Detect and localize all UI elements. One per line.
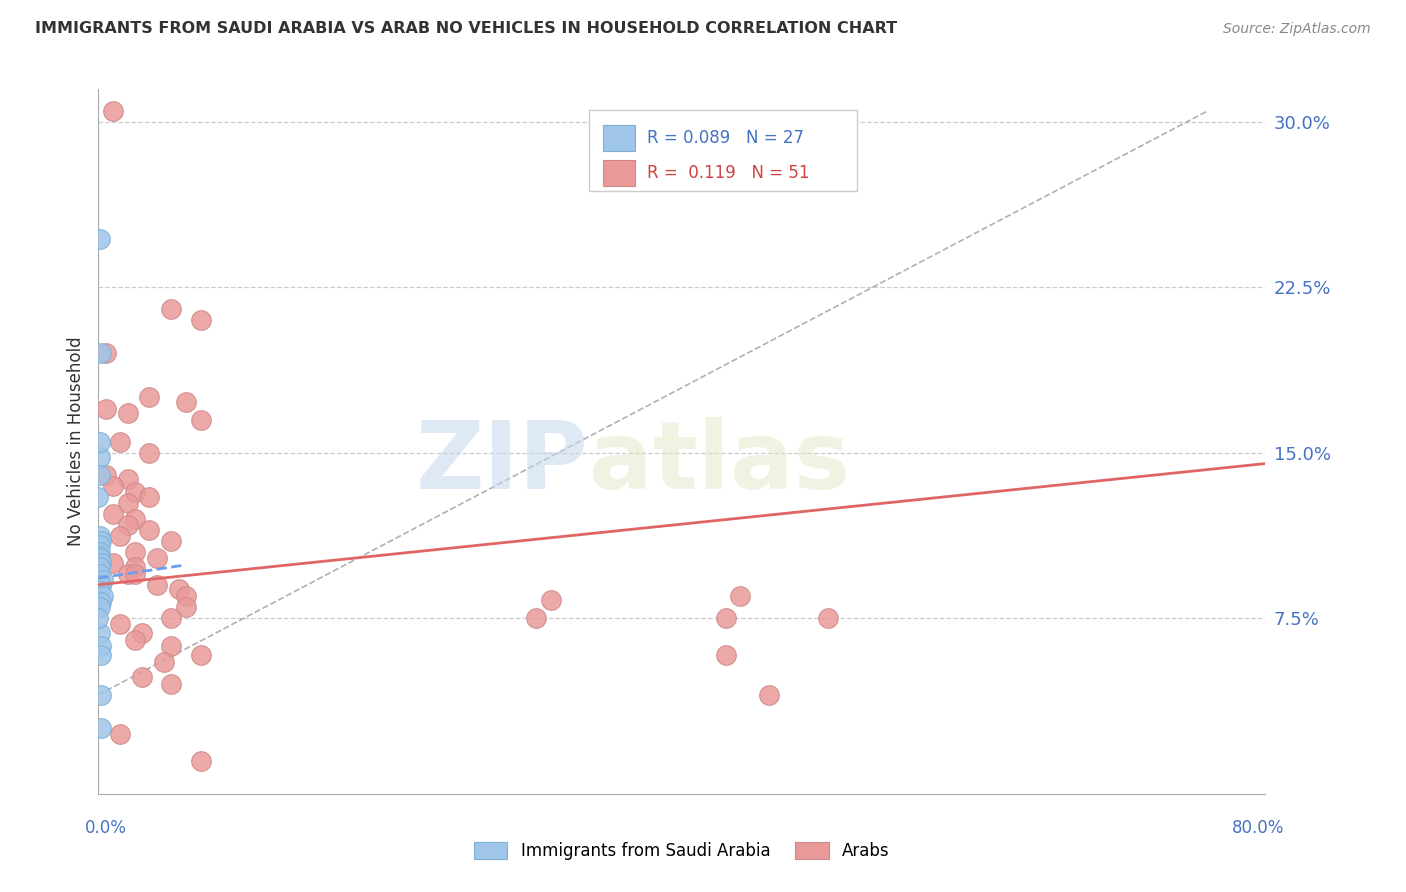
Point bbox=[94, 346, 117, 360]
Point bbox=[89, 538, 111, 552]
Y-axis label: No Vehicles in Household: No Vehicles in Household bbox=[66, 336, 84, 547]
Point bbox=[730, 589, 752, 603]
Point bbox=[153, 655, 176, 669]
Point bbox=[94, 467, 117, 482]
Text: R =  0.119   N = 51: R = 0.119 N = 51 bbox=[647, 164, 810, 182]
Point bbox=[89, 584, 111, 599]
Point bbox=[138, 523, 160, 537]
Point bbox=[94, 401, 117, 416]
Point bbox=[160, 533, 183, 548]
Point bbox=[90, 721, 112, 735]
Point bbox=[90, 595, 112, 609]
Point bbox=[117, 472, 139, 486]
Point bbox=[91, 589, 114, 603]
Point bbox=[167, 582, 190, 596]
Point bbox=[758, 688, 780, 702]
Point bbox=[124, 511, 146, 525]
FancyBboxPatch shape bbox=[589, 111, 858, 192]
Text: 80.0%: 80.0% bbox=[1232, 819, 1285, 837]
Text: ZIP: ZIP bbox=[416, 417, 589, 508]
Point bbox=[87, 490, 110, 504]
Point bbox=[101, 507, 124, 521]
Point bbox=[124, 566, 146, 581]
Point bbox=[190, 648, 212, 662]
Point bbox=[160, 611, 183, 625]
Point bbox=[160, 302, 183, 317]
Point bbox=[714, 611, 737, 625]
Point bbox=[138, 391, 160, 405]
Point bbox=[124, 544, 146, 558]
Point bbox=[160, 640, 183, 654]
Point bbox=[89, 450, 111, 464]
Point bbox=[87, 549, 110, 563]
Point bbox=[160, 677, 183, 691]
Point bbox=[89, 551, 111, 566]
Point bbox=[101, 478, 124, 492]
Point bbox=[110, 434, 132, 449]
Point bbox=[540, 593, 562, 607]
Point bbox=[110, 617, 132, 632]
Point bbox=[124, 632, 146, 647]
Point bbox=[89, 529, 111, 543]
Point bbox=[146, 551, 169, 566]
Point bbox=[89, 544, 111, 558]
Point bbox=[89, 232, 111, 246]
Point bbox=[131, 670, 153, 684]
Point bbox=[117, 566, 139, 581]
Point bbox=[91, 574, 114, 588]
Point bbox=[174, 395, 197, 409]
Point bbox=[90, 577, 112, 591]
Point bbox=[90, 688, 112, 702]
Text: R = 0.089   N = 27: R = 0.089 N = 27 bbox=[647, 128, 804, 147]
Point bbox=[138, 445, 160, 459]
Point bbox=[89, 566, 111, 581]
Point bbox=[190, 412, 212, 426]
Point bbox=[174, 589, 197, 603]
Point bbox=[110, 727, 132, 741]
Point bbox=[174, 599, 197, 614]
Point bbox=[190, 313, 212, 327]
Point bbox=[101, 556, 124, 570]
Point bbox=[138, 490, 160, 504]
Point bbox=[117, 406, 139, 420]
Point bbox=[817, 611, 839, 625]
Point bbox=[524, 611, 547, 625]
Point bbox=[90, 556, 112, 570]
Point bbox=[87, 611, 110, 625]
Point bbox=[89, 467, 111, 482]
Point bbox=[90, 346, 112, 360]
Point bbox=[131, 626, 153, 640]
Point bbox=[90, 640, 112, 654]
Point bbox=[117, 496, 139, 510]
FancyBboxPatch shape bbox=[603, 125, 636, 151]
Point bbox=[89, 560, 111, 574]
Text: IMMIGRANTS FROM SAUDI ARABIA VS ARAB NO VEHICLES IN HOUSEHOLD CORRELATION CHART: IMMIGRANTS FROM SAUDI ARABIA VS ARAB NO … bbox=[35, 21, 897, 36]
Point bbox=[124, 560, 146, 574]
Point bbox=[101, 104, 124, 119]
Point bbox=[89, 626, 111, 640]
Point bbox=[117, 518, 139, 533]
Point bbox=[90, 533, 112, 548]
Point bbox=[146, 577, 169, 591]
FancyBboxPatch shape bbox=[603, 161, 636, 186]
Legend: Immigrants from Saudi Arabia, Arabs: Immigrants from Saudi Arabia, Arabs bbox=[467, 835, 897, 867]
Point bbox=[714, 648, 737, 662]
Point bbox=[124, 485, 146, 500]
Point bbox=[190, 754, 212, 768]
Text: atlas: atlas bbox=[589, 417, 849, 508]
Point bbox=[89, 434, 111, 449]
Point bbox=[90, 648, 112, 662]
Text: 0.0%: 0.0% bbox=[84, 819, 127, 837]
Point bbox=[89, 599, 111, 614]
Point bbox=[110, 529, 132, 543]
Text: Source: ZipAtlas.com: Source: ZipAtlas.com bbox=[1223, 22, 1371, 36]
